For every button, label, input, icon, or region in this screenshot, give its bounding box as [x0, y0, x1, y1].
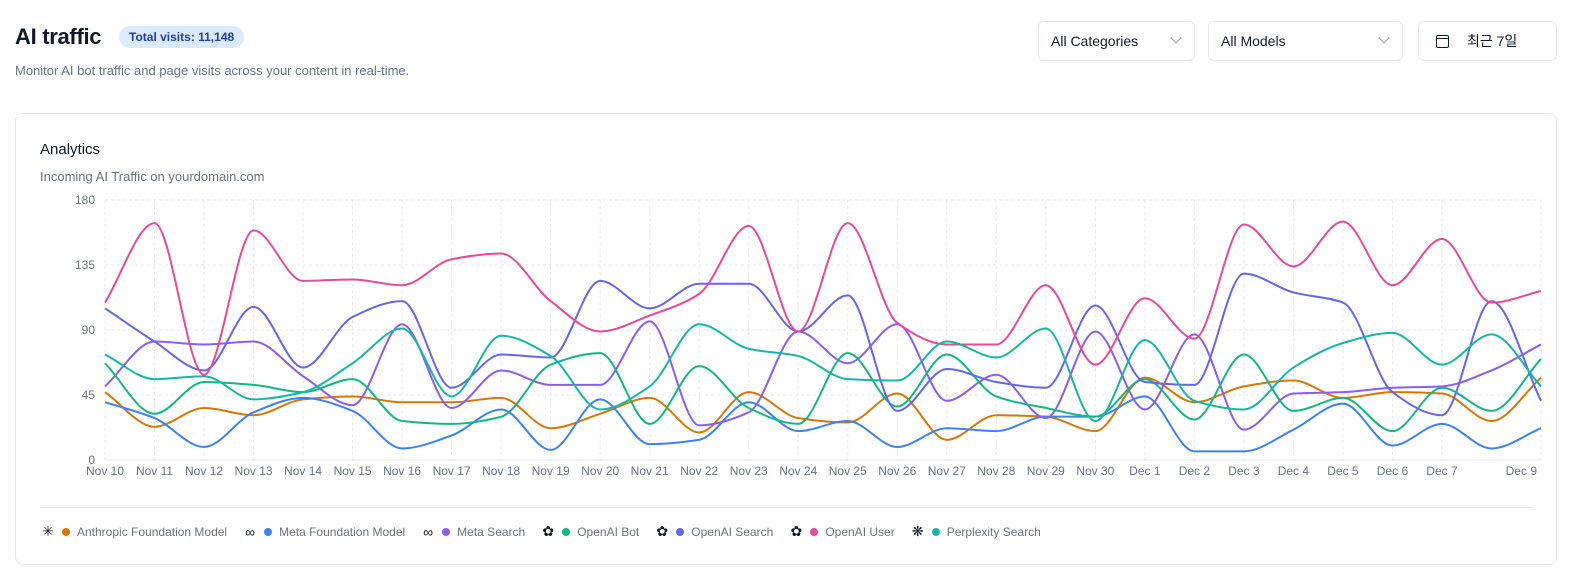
legend-color-dot	[931, 527, 940, 536]
date-range-value: 최근 7일	[1467, 33, 1518, 49]
traffic-line-chart: 0 45 90 135 180 Nov 10 Nov 11 Nov 12 Nov 13 Nov 1…	[75, 193, 1542, 478]
meta-icon: ∞	[245, 523, 256, 540]
total-visits-badge: Total visits: 11,148	[119, 26, 245, 48]
x-tick-label: Nov 24	[779, 464, 817, 478]
chart-legend: ✳ Anthropic Foundation Model ∞ Meta Foundat…	[40, 523, 1056, 540]
series-line-anthropic-foundation-model	[104, 376, 1542, 441]
series-line-openai-search	[104, 272, 1542, 417]
x-tick-label: Dec 2	[1179, 464, 1211, 478]
x-tick-label: Dec 5	[1327, 464, 1359, 478]
chevron-down-icon	[1170, 32, 1182, 44]
x-tick-label: Nov 12	[185, 464, 223, 478]
chevron-down-icon	[1378, 32, 1390, 44]
x-tick-label: Nov 15	[334, 464, 372, 478]
x-tick-label: Nov 22	[680, 464, 718, 478]
perplexity-icon: ❋	[911, 523, 924, 539]
anthropic-icon: ✳	[42, 523, 54, 539]
x-tick-label: Nov 27	[928, 464, 966, 478]
page-title: AI traffic	[15, 24, 102, 49]
legend-color-dot	[62, 527, 70, 536]
legend-divider	[40, 507, 1532, 508]
x-tick-label: Nov 19	[532, 464, 570, 478]
calendar-icon	[1436, 34, 1449, 48]
series-line-meta-foundation-model	[104, 395, 1542, 453]
series-line-openai-bot	[104, 352, 1542, 433]
x-tick-label: Nov 10	[86, 464, 124, 478]
legend-color-dot	[676, 527, 685, 536]
x-tick-label: Nov 17	[433, 464, 471, 478]
legend-color-dot	[264, 527, 273, 536]
openai-icon: ✿	[790, 523, 803, 539]
y-tick-label: 0	[88, 453, 95, 467]
legend-item[interactable]: ∞ Meta Foundation Model	[242, 524, 405, 540]
legend-color-dot	[562, 527, 571, 536]
legend-label: Meta Foundation Model	[279, 524, 406, 539]
category-select[interactable]: All Categories	[1038, 21, 1195, 61]
model-select[interactable]: All Models	[1208, 21, 1403, 61]
legend-color-dot	[442, 527, 451, 536]
meta-icon: ∞	[423, 523, 434, 540]
legend-label: OpenAI Search	[691, 524, 774, 539]
x-tick-label: Dec 6	[1377, 464, 1409, 478]
x-tick-label: Nov 13	[235, 464, 273, 478]
x-tick-label: Nov 14	[284, 464, 322, 478]
legend-item[interactable]: ❋ Perplexity Search	[910, 523, 1041, 540]
legend-label: Perplexity Search	[946, 524, 1041, 539]
x-tick-label: Dec 7	[1426, 464, 1458, 478]
analytics-card	[15, 113, 1557, 565]
card-title: Analytics	[40, 141, 101, 158]
y-tick-label: 180	[75, 193, 95, 207]
x-tick-label: Dec 9	[1506, 464, 1538, 478]
legend-item[interactable]: ✿ OpenAI Search	[654, 523, 773, 540]
x-tick-label: Nov 30	[1076, 464, 1114, 478]
x-tick-label: Nov 26	[878, 464, 916, 478]
card-subtitle: Incoming AI Traffic on yourdomain.com	[40, 169, 265, 184]
y-tick-label: 135	[75, 258, 95, 272]
legend-color-dot	[810, 527, 819, 536]
y-tick-label: 45	[82, 388, 96, 402]
x-tick-label: Dec 3	[1228, 464, 1260, 478]
page-subtitle: Monitor AI bot traffic and page visits a…	[15, 63, 410, 78]
x-tick-label: Nov 23	[730, 464, 768, 478]
legend-label: OpenAI Bot	[577, 524, 640, 539]
x-tick-label: Nov 16	[383, 464, 421, 478]
x-tick-label: Nov 11	[136, 464, 173, 478]
legend-label: OpenAI User	[825, 524, 895, 539]
x-tick-label: Dec 1	[1129, 464, 1161, 478]
date-range-button[interactable]: 최근 7일	[1418, 21, 1557, 61]
x-tick-label: Nov 20	[581, 464, 619, 478]
model-select-value: All Models	[1221, 33, 1286, 49]
category-select-value: All Categories	[1051, 33, 1139, 49]
series-line-meta-search	[104, 320, 1542, 431]
x-tick-label: Nov 28	[977, 464, 1015, 478]
legend-label: Anthropic Foundation Model	[77, 524, 228, 539]
series-line-openai-user	[104, 220, 1542, 376]
x-tick-label: Nov 29	[1027, 464, 1065, 478]
series-line-perplexity-search	[104, 323, 1542, 423]
x-tick-label: Nov 25	[829, 464, 867, 478]
openai-icon: ✿	[656, 523, 669, 539]
legend-label: Meta Search	[457, 524, 526, 539]
x-tick-label: Nov 18	[482, 464, 520, 478]
openai-icon: ✿	[542, 523, 555, 539]
y-tick-label: 90	[82, 323, 96, 337]
legend-item[interactable]: ∞ Meta Search	[420, 524, 525, 540]
x-tick-label: Dec 4	[1278, 464, 1310, 478]
x-tick-label: Nov 21	[631, 464, 669, 478]
legend-item[interactable]: ✿ OpenAI Bot	[540, 523, 639, 540]
legend-item[interactable]: ✳ Anthropic Foundation Model	[40, 523, 227, 540]
legend-item[interactable]: ✿ OpenAI User	[788, 523, 894, 540]
